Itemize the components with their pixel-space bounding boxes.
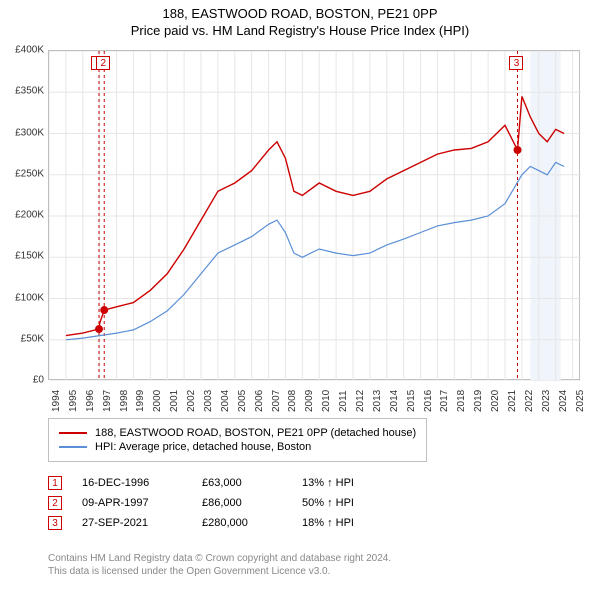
event-date-3: 27-SEP-2021 <box>82 517 202 529</box>
x-axis-label: 2008 <box>287 390 298 412</box>
event-pct-2: 50% ↑ HPI <box>302 497 354 509</box>
x-axis-label: 2007 <box>271 390 282 412</box>
page-container: 188, EASTWOOD ROAD, BOSTON, PE21 0PP Pri… <box>0 0 600 590</box>
y-axis-label: £150K <box>15 251 44 262</box>
x-axis-label: 1998 <box>119 390 130 412</box>
event-price-1: £63,000 <box>202 477 302 489</box>
legend-swatch-hpi <box>59 446 87 448</box>
x-axis-label: 1995 <box>68 390 79 412</box>
x-axis-label: 2015 <box>406 390 417 412</box>
event-row-1: 1 16-DEC-1996 £63,000 13% ↑ HPI <box>48 476 354 490</box>
credits-line2: This data is licensed under the Open Gov… <box>48 565 391 578</box>
title-block: 188, EASTWOOD ROAD, BOSTON, PE21 0PP Pri… <box>0 0 600 40</box>
y-axis-label: £50K <box>21 333 44 344</box>
legend-label-hpi: HPI: Average price, detached house, Bost… <box>95 441 311 453</box>
chart-area: £0£50K£100K£150K£200K£250K£300K£350K£400… <box>48 50 580 380</box>
y-axis-label: £300K <box>15 127 44 138</box>
x-axis-label: 2018 <box>456 390 467 412</box>
x-axis-label: 2010 <box>321 390 332 412</box>
x-axis-label: 2019 <box>473 390 484 412</box>
x-axis-label: 2003 <box>203 390 214 412</box>
x-axis-label: 2001 <box>169 390 180 412</box>
x-axis-label: 2002 <box>186 390 197 412</box>
title-address: 188, EASTWOOD ROAD, BOSTON, PE21 0PP <box>0 6 600 21</box>
x-axis-label: 2009 <box>304 390 315 412</box>
event-pct-1: 13% ↑ HPI <box>302 477 354 489</box>
event-date-1: 16-DEC-1996 <box>82 477 202 489</box>
event-pct-3: 18% ↑ HPI <box>302 517 354 529</box>
x-axis-label: 1994 <box>51 390 62 412</box>
legend-box: 188, EASTWOOD ROAD, BOSTON, PE21 0PP (de… <box>48 418 427 462</box>
y-axis-label: £250K <box>15 168 44 179</box>
x-axis-label: 2000 <box>152 390 163 412</box>
x-axis-label: 2021 <box>507 390 518 412</box>
x-axis-label: 2005 <box>237 390 248 412</box>
x-axis-label: 2025 <box>575 390 586 412</box>
event-price-3: £280,000 <box>202 517 302 529</box>
event-date-2: 09-APR-1997 <box>82 497 202 509</box>
x-axis-label: 2011 <box>338 390 349 412</box>
events-block: 1 16-DEC-1996 £63,000 13% ↑ HPI 2 09-APR… <box>48 470 354 536</box>
title-subtitle: Price paid vs. HM Land Registry's House … <box>0 23 600 38</box>
x-axis-label: 2023 <box>541 390 552 412</box>
legend-row-property: 188, EASTWOOD ROAD, BOSTON, PE21 0PP (de… <box>59 427 416 439</box>
event-row-2: 2 09-APR-1997 £86,000 50% ↑ HPI <box>48 496 354 510</box>
plot-frame <box>48 50 580 380</box>
event-marker-box: 2 <box>96 56 110 70</box>
x-axis-label: 1997 <box>102 390 113 412</box>
x-axis-label: 1996 <box>85 390 96 412</box>
event-marker-2: 2 <box>48 496 62 510</box>
x-axis-label: 2014 <box>389 390 400 412</box>
y-axis-label: £0 <box>33 375 44 386</box>
legend-swatch-property <box>59 432 87 434</box>
event-marker-3: 3 <box>48 516 62 530</box>
y-axis-label: £100K <box>15 292 44 303</box>
x-axis-label: 2013 <box>372 390 383 412</box>
x-axis-label: 2016 <box>423 390 434 412</box>
x-axis-label: 2024 <box>558 390 569 412</box>
y-axis-label: £350K <box>15 86 44 97</box>
x-axis-label: 2006 <box>254 390 265 412</box>
y-axis-label: £400K <box>15 45 44 56</box>
credits-block: Contains HM Land Registry data © Crown c… <box>48 552 391 578</box>
x-axis-label: 2017 <box>439 390 450 412</box>
event-marker-box: 3 <box>509 56 523 70</box>
event-row-3: 3 27-SEP-2021 £280,000 18% ↑ HPI <box>48 516 354 530</box>
x-axis-label: 2004 <box>220 390 231 412</box>
x-axis-label: 2022 <box>524 390 535 412</box>
credits-line1: Contains HM Land Registry data © Crown c… <box>48 552 391 565</box>
x-axis-label: 1999 <box>135 390 146 412</box>
event-price-2: £86,000 <box>202 497 302 509</box>
x-axis-label: 2012 <box>355 390 366 412</box>
x-axis-label: 2020 <box>490 390 501 412</box>
y-axis-label: £200K <box>15 210 44 221</box>
legend-label-property: 188, EASTWOOD ROAD, BOSTON, PE21 0PP (de… <box>95 427 416 439</box>
legend-row-hpi: HPI: Average price, detached house, Bost… <box>59 441 416 453</box>
chart-svg <box>49 51 581 381</box>
event-marker-1: 1 <box>48 476 62 490</box>
